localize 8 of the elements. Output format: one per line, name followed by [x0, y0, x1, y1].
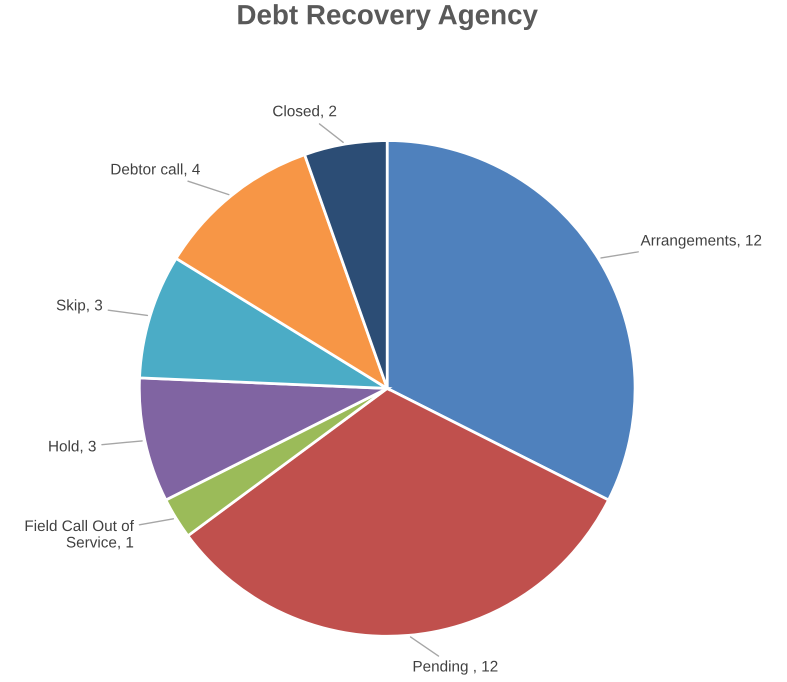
slice-label: Skip, 3 — [56, 299, 102, 314]
slice-label: Field Call Out of Service, 1 — [26, 520, 134, 550]
slice-label: Hold, 3 — [49, 440, 96, 454]
slice-label: Closed, 2 — [273, 105, 336, 118]
slice-label: Debtor call, 4 — [112, 163, 200, 176]
slice-label: Arrangements, 12 — [640, 234, 762, 249]
chart-title: Debt Recovery Agency — [238, 4, 538, 30]
slice-label: Pending , 12 — [414, 660, 498, 675]
